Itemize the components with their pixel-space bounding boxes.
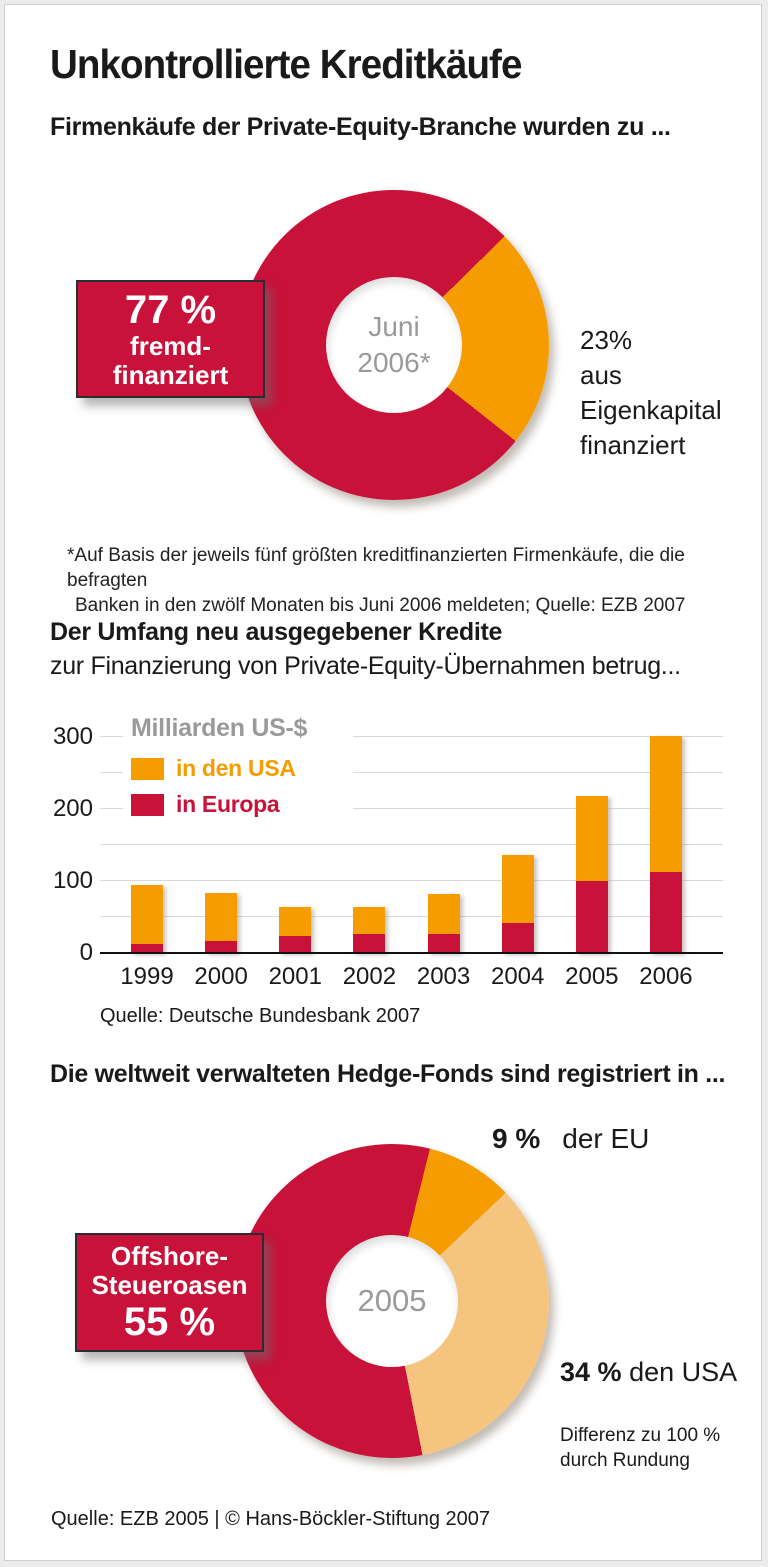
pe-callout-line1: fremd- [130, 331, 211, 361]
hedge-callout-value: 55 % [123, 1299, 216, 1344]
hedge-callout-line1: Offshore- [111, 1240, 228, 1271]
bar-2004 [501, 855, 534, 953]
x-tick-label-2006: 2006 [639, 963, 693, 990]
x-tick-label-2004: 2004 [490, 963, 545, 990]
pe-equity-line3: finanziert [580, 430, 686, 460]
bar-chart-yaxis: 0 100 200 300 [45, 725, 93, 965]
bar-2005-usa-segment [575, 796, 608, 881]
bar-2004-usa-segment [501, 855, 534, 924]
bar-chart-source: Quelle: Deutsche Bundesbank 2007 [100, 1005, 421, 1027]
infographic-page: Unkontrollierte Kreditkäufe Firmenkäufe … [4, 4, 762, 1561]
gridline [100, 808, 723, 809]
y-tick-label: 0 [79, 939, 93, 966]
hedge-donut-center: 2005 [357, 1283, 427, 1318]
x-tick-label-2000: 2000 [194, 963, 248, 990]
legend-label-europa: in Europa [176, 791, 280, 817]
pe-equity-line1: aus [580, 360, 622, 390]
pe-footnote-line2: Banken in den zwölf Monaten bis Juni 200… [75, 595, 686, 616]
x-tick-label-2001: 2001 [268, 963, 322, 990]
legend-row-europa: in Europa [131, 791, 353, 818]
page-title: Unkontrollierte Kreditkäufe [50, 41, 522, 87]
bar-2001 [279, 906, 312, 953]
gridline [100, 844, 723, 845]
bar-chart-legend: Milliarden US-$ in den USA in Europa [123, 708, 353, 824]
bar-chart-unit-label: Milliarden US-$ [131, 714, 308, 742]
y-tick-label: 200 [52, 795, 93, 822]
y-tick-label: 100 [52, 867, 93, 894]
hedge-usa-label: 34 % den USA [560, 1357, 737, 1388]
bar-2006 [649, 735, 682, 953]
x-tick-label-1999: 1999 [120, 963, 174, 990]
hedge-callout-line2: Steueroasen [91, 1269, 248, 1300]
bar-2000-europa-segment [205, 941, 238, 953]
y-tick-label: 300 [52, 723, 93, 750]
section-credit-heading: Der Umfang neu ausgegebener Kredite zur … [50, 615, 681, 683]
gridline [100, 736, 723, 737]
hedge-rounding-note-line2: durch Rundung [560, 1450, 690, 1471]
legend-swatch-europa [131, 793, 164, 816]
legend-row-usa: in den USA [131, 755, 353, 782]
bar-chart-x-axis [100, 952, 723, 954]
bar-1999 [131, 885, 163, 953]
bar-2000 [205, 893, 238, 953]
hedge-callout-box: Offshore- Steueroasen 55 % [75, 1233, 264, 1352]
bar-2003-europa-segment [427, 933, 460, 953]
pe-equity-label: 23% aus Eigenkapital finanziert [580, 323, 722, 463]
bar-2003-usa-segment [427, 893, 460, 934]
hedge-eu-text: der EU [562, 1123, 650, 1154]
pe-equity-value: 23% [580, 325, 633, 355]
bar-2005 [575, 796, 608, 953]
hedge-donut-chart: 2005 [235, 1144, 549, 1458]
legend-label-usa: in den USA [176, 755, 296, 781]
pe-footnote: *Auf Basis der jeweils fünf größten kred… [67, 543, 761, 618]
footer-source: Quelle: EZB 2005 | © Hans-Böckler-Stiftu… [51, 1508, 491, 1530]
bar-1999-europa-segment [131, 943, 163, 953]
bar-2003 [427, 893, 460, 953]
pe-callout-box: 77 % fremd- finanziert [76, 280, 265, 398]
bar-2001-usa-segment [279, 906, 312, 937]
gridline [100, 916, 723, 917]
hedge-usa-text2: den USA [629, 1357, 738, 1387]
x-tick-label-2003: 2003 [416, 963, 471, 990]
section-hedge-heading: Die weltweit verwalteten Hedge-Fonds sin… [50, 1060, 726, 1088]
pe-callout-value: 77 % [124, 288, 217, 332]
pe-callout-line2: finanziert [112, 360, 229, 390]
bar-2002-europa-segment [353, 934, 386, 953]
bar-2002-usa-segment [353, 906, 386, 935]
hedge-donut-hole: 2005 [326, 1235, 458, 1367]
hedge-usa-value: 34 % [560, 1357, 622, 1387]
x-tick-label-2005: 2005 [565, 963, 619, 990]
hedge-rounding-note-line1: Differenz zu 100 % [560, 1425, 721, 1446]
pe-donut-center-line2: 2006* [357, 347, 431, 378]
pe-footnote-line1: *Auf Basis der jeweils fünf größten kred… [67, 545, 685, 591]
gridline [100, 880, 723, 881]
legend-swatch-usa [131, 757, 164, 780]
bar-2002 [353, 906, 386, 953]
bar-2000-usa-segment [205, 893, 238, 942]
bar-chart-plot: 1999 2000 2001 2002 2003 2004 2005 2006 [100, 735, 723, 990]
section-credit-heading-line1: Der Umfang neu ausgegebener Kredite [50, 618, 503, 646]
pe-equity-line2: Eigenkapital [580, 395, 722, 425]
section-pe-heading: Firmenkäufe der Private-Equity-Branche w… [50, 113, 671, 141]
x-tick-label-2002: 2002 [342, 963, 397, 990]
hedge-eu-label: 9 % der EU [492, 1123, 649, 1155]
hedge-rounding-note: Differenz zu 100 % durch Rundung [560, 1423, 720, 1473]
bar-1999-usa-segment [131, 885, 163, 944]
pe-donut-center-line1: Juni [368, 311, 420, 342]
pe-donut-chart: Juni 2006* [239, 190, 549, 500]
bar-2001-europa-segment [279, 936, 312, 953]
bar-2004-europa-segment [501, 923, 534, 953]
bar-2005-europa-segment [575, 881, 608, 953]
section-credit-heading-line2: zur Finanzierung von Private-Equity-Über… [50, 652, 681, 680]
bar-2006-europa-segment [649, 872, 682, 953]
gridline [100, 772, 723, 773]
bar-2006-usa-segment [649, 735, 682, 873]
pe-donut-hole: Juni 2006* [326, 277, 462, 413]
hedge-eu-value: 9 % [492, 1123, 541, 1154]
